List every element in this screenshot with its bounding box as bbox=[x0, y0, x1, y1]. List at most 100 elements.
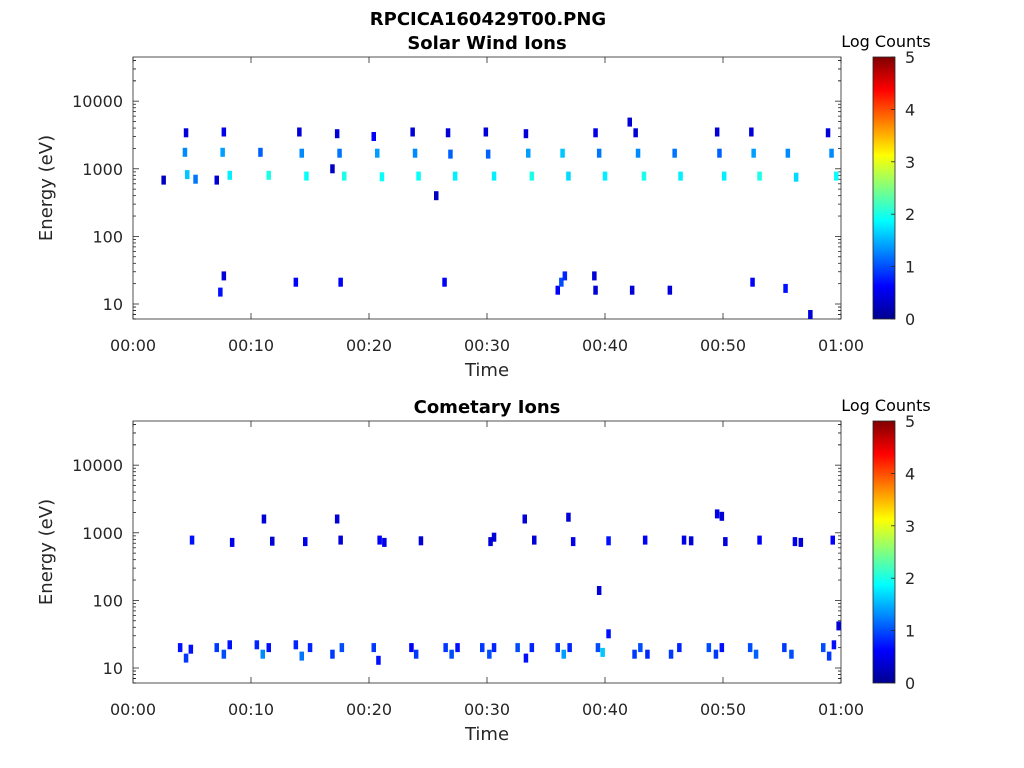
colorbar-tick-label: 1 bbox=[905, 258, 915, 277]
heatmap-cell bbox=[747, 643, 753, 653]
heatmap-cell bbox=[629, 285, 635, 295]
heatmap-cell bbox=[488, 537, 493, 547]
heatmap-cell bbox=[416, 171, 421, 181]
heatmap-cell bbox=[529, 643, 535, 653]
y-tick-label: 1000 bbox=[82, 524, 123, 543]
heatmap-cell bbox=[330, 649, 335, 659]
heatmap-cell bbox=[826, 651, 832, 661]
heatmap-cell bbox=[161, 175, 166, 185]
heatmap-cell bbox=[567, 643, 572, 653]
heatmap-cell bbox=[749, 127, 754, 137]
heatmap-cell bbox=[227, 170, 232, 180]
heatmap-cell bbox=[266, 170, 271, 180]
heatmap-cell bbox=[339, 643, 345, 653]
heatmap-cell bbox=[293, 640, 299, 650]
heatmap-cell bbox=[220, 147, 225, 157]
x-tick-label: 00:00 bbox=[110, 336, 156, 355]
x-tick-label: 00:10 bbox=[228, 700, 274, 719]
heatmap-cell bbox=[831, 640, 837, 650]
heatmap-cell bbox=[559, 277, 564, 287]
heatmap-cell bbox=[229, 537, 235, 547]
heatmap-cell bbox=[452, 171, 458, 181]
heatmap-cell bbox=[299, 148, 304, 158]
heatmap-cell bbox=[491, 532, 497, 542]
heatmap-cell bbox=[793, 172, 799, 182]
heatmap-cell bbox=[672, 148, 677, 158]
heatmap-cell bbox=[376, 655, 381, 665]
heatmap-cell bbox=[221, 127, 227, 137]
heatmap-cell bbox=[782, 643, 787, 653]
heatmap-cell bbox=[750, 277, 755, 287]
heatmap-cell bbox=[526, 148, 531, 158]
heatmap-cell bbox=[218, 287, 223, 297]
heatmap-cell bbox=[830, 535, 835, 545]
heatmap-cell bbox=[627, 117, 632, 127]
heatmap-cell bbox=[483, 127, 489, 137]
y-axis-label: Energy (eV) bbox=[36, 135, 57, 241]
heatmap-cell bbox=[214, 175, 219, 185]
colorbar-tick-label: 2 bbox=[905, 569, 915, 588]
y-tick-label: 10000 bbox=[72, 456, 123, 475]
heatmap-cell bbox=[261, 514, 267, 524]
heatmap-cell bbox=[751, 148, 756, 158]
heatmap-cell bbox=[455, 643, 460, 653]
heatmap-cell bbox=[808, 310, 813, 319]
heatmap-cell bbox=[785, 148, 791, 158]
heatmap-cell bbox=[834, 171, 839, 181]
heatmap-cell bbox=[560, 148, 565, 158]
heatmap-cell bbox=[593, 285, 598, 295]
heatmap-cell bbox=[757, 171, 762, 181]
y-axis-label: Energy (eV) bbox=[36, 499, 57, 605]
heatmap-cell bbox=[258, 147, 263, 157]
heatmap-cell bbox=[193, 174, 198, 184]
heatmap-cell bbox=[555, 643, 560, 653]
heatmap-cell bbox=[182, 147, 188, 157]
colorbar-tick-label: 4 bbox=[905, 100, 915, 119]
heatmap-cell bbox=[792, 537, 798, 547]
heatmap-cell bbox=[600, 647, 605, 657]
heatmap-cell bbox=[596, 148, 602, 158]
heatmap-cell bbox=[266, 643, 271, 653]
heatmap-cell bbox=[532, 535, 537, 545]
heatmap-cell bbox=[753, 649, 759, 659]
heatmap-cell bbox=[221, 649, 227, 659]
heatmap-cell bbox=[338, 277, 343, 287]
x-tick-label: 00:50 bbox=[700, 336, 746, 355]
x-axis-label: Time bbox=[464, 724, 509, 745]
x-tick-label: 00:20 bbox=[346, 336, 392, 355]
heatmap-cell bbox=[529, 171, 535, 181]
heatmap-cell bbox=[721, 171, 727, 181]
heatmap-cell bbox=[185, 170, 190, 180]
heatmap-cell bbox=[188, 644, 194, 654]
plot-area bbox=[132, 420, 842, 684]
heatmap-cell bbox=[293, 277, 299, 287]
heatmap-cell bbox=[522, 514, 527, 524]
figure-title: RPCICA160429T00.PNG bbox=[370, 9, 606, 30]
heatmap-cell bbox=[260, 649, 265, 659]
y-tick-label: 100 bbox=[92, 591, 123, 610]
heatmap-cell bbox=[714, 127, 720, 137]
heatmap-cell bbox=[377, 535, 382, 545]
heatmap-cell bbox=[645, 649, 650, 659]
heatmap-cell bbox=[410, 127, 415, 137]
heatmap-cell bbox=[523, 129, 529, 139]
x-tick-label: 01:00 bbox=[818, 336, 864, 355]
heatmap-cell bbox=[491, 171, 497, 181]
colorbar bbox=[872, 56, 896, 320]
heatmap-cell bbox=[593, 128, 598, 138]
y-tick-label: 10 bbox=[103, 659, 123, 678]
x-tick-label: 01:00 bbox=[818, 700, 864, 719]
colorbar-tick-label: 1 bbox=[905, 622, 915, 641]
colorbar-tick-label: 5 bbox=[905, 48, 915, 67]
heatmap-cell bbox=[227, 640, 232, 650]
heatmap-cell bbox=[677, 643, 682, 653]
heatmap-cell bbox=[562, 271, 568, 281]
heatmap-cell bbox=[596, 586, 602, 595]
heatmap-cell bbox=[515, 643, 520, 653]
y-tick-label: 10000 bbox=[72, 92, 123, 111]
heatmap-cell bbox=[592, 271, 597, 281]
heatmap-cell bbox=[342, 171, 347, 181]
heatmap-cell bbox=[214, 643, 219, 653]
